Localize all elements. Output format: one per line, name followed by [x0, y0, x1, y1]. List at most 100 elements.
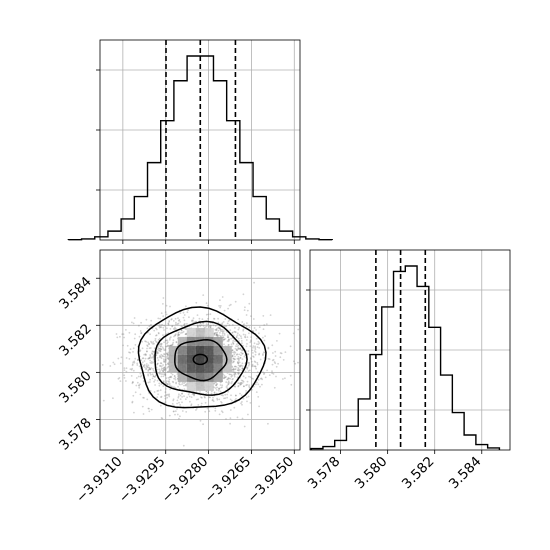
scatter-point — [165, 352, 168, 355]
scatter-point — [229, 409, 232, 411]
scatter-point — [215, 334, 218, 336]
scatter-point — [263, 339, 266, 342]
scatter-point — [167, 353, 169, 356]
scatter-point — [160, 353, 163, 356]
scatter-point — [252, 345, 255, 347]
scatter-point — [143, 360, 146, 362]
scatter-point — [215, 328, 218, 331]
contour-level-2 — [154, 320, 248, 396]
scatter-point — [145, 353, 147, 356]
scatter-point — [235, 343, 238, 346]
scatter-point — [139, 350, 141, 353]
scatter-point — [231, 331, 234, 334]
scatter-point — [297, 361, 299, 364]
scatter-point — [169, 376, 172, 379]
scatter-point — [164, 349, 167, 351]
scatter-point — [152, 375, 155, 377]
scatter-point — [245, 314, 248, 316]
scatter-point — [217, 329, 220, 332]
scatter-point — [226, 393, 229, 396]
scatter-point — [166, 352, 169, 355]
scatter-point — [152, 361, 155, 364]
scatter-point — [246, 400, 248, 403]
scatter-point — [244, 335, 246, 338]
scatter-point — [237, 362, 240, 365]
scatter-point — [231, 381, 233, 383]
scatter-point — [150, 319, 153, 322]
scatter-point — [179, 383, 181, 386]
scatter-point — [143, 366, 146, 369]
scatter-point — [201, 396, 203, 399]
scatter-point — [150, 356, 153, 359]
scatter-point — [234, 340, 236, 343]
scatter-point — [172, 320, 175, 322]
scatter-point — [213, 333, 216, 335]
scatter-point — [183, 319, 186, 322]
scatter-point — [229, 422, 232, 425]
scatter-point — [169, 336, 172, 338]
scatter-point — [153, 376, 156, 378]
scatter-point — [167, 370, 170, 373]
scatter-point — [195, 398, 198, 401]
scatter-point — [218, 387, 221, 390]
scatter-point — [150, 360, 153, 363]
scatter-point — [255, 391, 258, 393]
scatter-point — [213, 332, 216, 334]
scatter-point — [241, 403, 243, 406]
scatter-point — [195, 301, 198, 304]
scatter-point — [239, 382, 242, 384]
panel-frame — [99, 39, 301, 241]
scatter-point — [232, 370, 234, 373]
scatter-point — [247, 362, 250, 364]
scatter-point — [176, 323, 179, 326]
scatter-point — [258, 326, 261, 328]
scatter-point — [177, 322, 180, 325]
scatter-point — [258, 405, 260, 408]
scatter-point — [241, 342, 243, 345]
scatter-point — [160, 396, 162, 398]
scatter-point — [232, 360, 235, 363]
scatter-point — [147, 373, 150, 376]
scatter-point — [211, 399, 214, 402]
density-cell — [186, 327, 196, 337]
scatter-point — [248, 361, 251, 364]
scatter-point — [216, 327, 218, 330]
scatter-point — [123, 369, 126, 371]
scatter-point — [248, 363, 251, 366]
scatter-point — [214, 324, 217, 327]
density-cell — [177, 354, 187, 364]
scatter-point — [160, 345, 163, 348]
scatter-point — [172, 410, 175, 413]
scatter-point — [229, 398, 232, 401]
scatter-point — [224, 376, 226, 379]
scatter-point — [266, 369, 268, 372]
scatter-point — [233, 374, 236, 377]
scatter-point — [160, 343, 163, 346]
scatter-point — [149, 368, 151, 371]
scatter-point — [144, 340, 147, 342]
scatter-point — [149, 355, 152, 358]
x-tick-label-2: −3.9280 — [159, 454, 212, 507]
scatter-point — [174, 413, 176, 416]
scatter-point — [209, 396, 212, 399]
scatter-point — [214, 409, 217, 412]
scatter-point — [218, 334, 220, 337]
scatter-point — [152, 375, 155, 378]
scatter-point — [225, 386, 228, 388]
scatter-point — [149, 368, 152, 370]
scatter-point — [290, 383, 293, 386]
scatter-point — [140, 359, 143, 362]
scatter-point — [216, 331, 219, 334]
scatter-point — [178, 331, 180, 334]
scatter-point — [227, 380, 230, 383]
scatter-point — [254, 383, 257, 386]
scatter-point — [171, 343, 174, 345]
scatter-point — [163, 349, 166, 351]
scatter-point — [176, 399, 179, 402]
scatter-point — [142, 380, 145, 383]
scatter-point — [236, 369, 239, 371]
scatter-point — [164, 359, 167, 362]
scatter-point — [213, 391, 216, 394]
scatter-point — [159, 317, 162, 320]
histogram-bar — [161, 121, 174, 240]
